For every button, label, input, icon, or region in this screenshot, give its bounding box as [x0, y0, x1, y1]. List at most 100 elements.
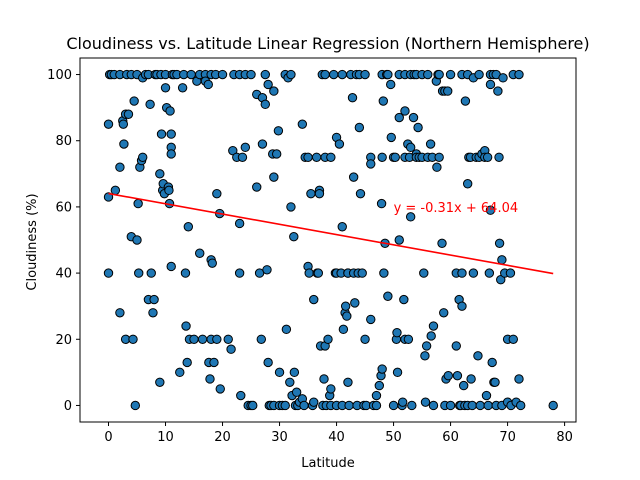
data-point	[337, 69, 347, 80]
data-point	[394, 235, 404, 245]
data-point	[240, 142, 251, 153]
data-point	[426, 331, 436, 341]
chart-title: Cloudiness vs. Latitude Linear Regressio…	[66, 34, 589, 53]
data-point	[181, 321, 191, 331]
data-point	[274, 367, 285, 378]
data-point	[212, 334, 222, 344]
data-point	[334, 139, 345, 149]
data-point	[392, 327, 402, 338]
data-point	[377, 364, 387, 374]
data-point	[466, 374, 476, 384]
data-point	[494, 238, 505, 249]
data-point	[180, 268, 191, 278]
y-tick-label: 80	[55, 134, 72, 149]
data-point	[329, 69, 339, 80]
data-point	[445, 400, 456, 411]
data-point	[485, 205, 496, 215]
data-point	[110, 185, 121, 196]
y-tick-label: 0	[64, 399, 72, 414]
data-point	[281, 324, 292, 335]
data-point	[403, 334, 414, 344]
data-point	[256, 334, 266, 344]
data-point	[392, 367, 403, 378]
data-point	[337, 222, 347, 232]
data-point	[209, 357, 219, 368]
data-point	[516, 400, 526, 411]
data-point	[462, 179, 473, 189]
x-tick-label: 80	[556, 430, 573, 445]
data-point	[280, 400, 290, 411]
data-point	[420, 397, 431, 407]
data-point	[386, 132, 396, 143]
data-point	[360, 334, 370, 344]
data-point	[484, 268, 495, 278]
data-point	[421, 341, 432, 351]
data-point	[252, 182, 262, 192]
data-point	[379, 268, 389, 278]
data-point	[156, 129, 167, 139]
data-point	[269, 86, 279, 96]
x-tick-label: 60	[442, 430, 459, 445]
x-tick-label: 20	[214, 430, 231, 445]
data-point	[443, 86, 453, 96]
data-point	[494, 152, 504, 162]
data-point	[413, 122, 423, 133]
data-point	[468, 268, 479, 278]
data-point	[451, 341, 461, 351]
y-axis-label: Cloudiness (%)	[25, 193, 40, 290]
data-point	[514, 374, 524, 384]
data-point	[420, 351, 430, 361]
data-point	[338, 324, 349, 335]
data-point	[311, 152, 322, 162]
data-point	[548, 400, 558, 411]
data-point	[371, 390, 382, 401]
data-point	[215, 384, 225, 394]
data-point	[405, 212, 416, 222]
data-point	[374, 380, 385, 391]
data-point	[263, 357, 273, 368]
data-point	[326, 152, 336, 162]
data-point	[439, 308, 449, 318]
data-point	[394, 112, 404, 123]
data-point	[175, 367, 185, 378]
data-point	[115, 162, 125, 172]
data-point	[309, 294, 319, 305]
data-point	[197, 334, 208, 344]
y-tick-label: 60	[55, 200, 72, 215]
data-point	[262, 265, 272, 275]
data-point	[493, 86, 503, 96]
data-point	[485, 79, 496, 90]
y-axis-ticks: 0 20 40 60 80 100	[47, 68, 80, 414]
data-point	[457, 301, 467, 311]
data-point	[366, 159, 376, 169]
data-point	[160, 83, 171, 93]
data-point	[400, 106, 410, 116]
data-point	[132, 235, 142, 245]
data-point	[405, 142, 416, 153]
data-point	[408, 112, 419, 123]
data-point	[366, 314, 376, 325]
data-point	[340, 301, 351, 311]
data-point	[508, 334, 518, 344]
data-point	[286, 69, 296, 80]
data-point	[428, 400, 439, 411]
data-point	[177, 83, 188, 93]
data-point	[457, 268, 467, 278]
data-point	[397, 397, 408, 407]
data-point	[399, 294, 409, 305]
data-point	[129, 96, 139, 106]
data-point	[428, 321, 439, 331]
data-point	[350, 298, 360, 308]
data-point	[347, 93, 358, 103]
data-point	[212, 188, 222, 199]
data-point	[155, 377, 165, 387]
regression-equation: y = -0.31x + 64.04	[394, 201, 519, 216]
data-point	[226, 344, 236, 354]
data-point	[286, 202, 296, 212]
data-point	[388, 400, 399, 411]
data-point	[289, 231, 299, 242]
data-point	[481, 390, 492, 401]
data-point	[490, 377, 500, 387]
